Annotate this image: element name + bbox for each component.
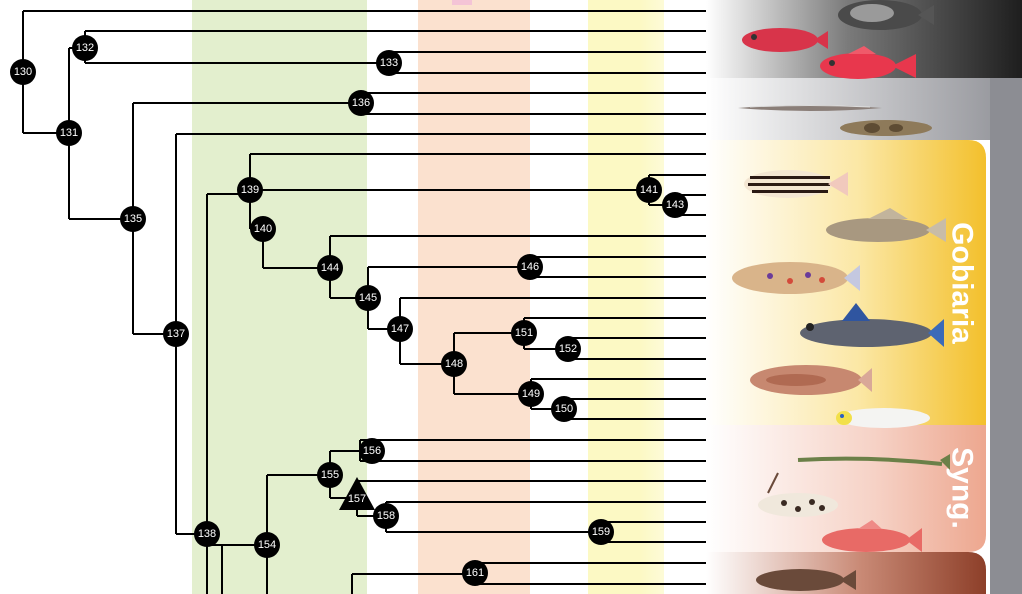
node-label-152: 152	[559, 343, 577, 355]
node-145	[355, 285, 381, 311]
node-159	[588, 519, 614, 545]
node-label-145: 145	[359, 292, 377, 304]
fish-red-squirrelfish-icon	[742, 28, 828, 52]
fish-mottled-icon	[840, 120, 932, 136]
node-152	[555, 336, 581, 362]
fish-dark-deepsea-icon	[838, 0, 934, 30]
panel-brown	[706, 552, 986, 594]
node-138	[194, 521, 220, 547]
fish-red-soldierfish-icon	[820, 46, 916, 79]
node-label-141: 141	[640, 184, 658, 196]
node-148	[441, 351, 467, 377]
node-label-157: 157	[348, 493, 366, 505]
node-146	[517, 254, 543, 280]
node-label-139: 139	[241, 184, 259, 196]
node-157-triangle	[339, 477, 375, 510]
node-label-147: 147	[391, 323, 409, 335]
node-149	[518, 381, 544, 407]
node-150	[551, 396, 577, 422]
node-143	[662, 192, 688, 218]
fish-eel-icon	[738, 105, 882, 111]
clade-panels: Gobiaria Syng.	[706, 0, 1022, 594]
node-140	[250, 216, 276, 242]
node-label-161: 161	[466, 567, 484, 579]
tree-nodes: 130 131 132 133 135 136 137 138 139 140 …	[10, 35, 688, 586]
node-label-156: 156	[363, 445, 381, 457]
node-label-144: 144	[321, 262, 339, 274]
fish-mudskipper-icon	[800, 303, 944, 347]
node-141	[636, 177, 662, 203]
node-label-131: 131	[60, 127, 78, 139]
fish-illustrations	[732, 0, 950, 591]
node-156	[359, 438, 385, 464]
node-label-137: 137	[167, 328, 185, 340]
node-136	[348, 90, 374, 116]
node-label-146: 146	[521, 261, 539, 273]
fish-goby-brown-icon	[826, 208, 946, 242]
fish-goby-spotted-icon	[732, 262, 860, 294]
fish-white-goby-icon	[836, 408, 930, 428]
band-pink-tick	[452, 0, 472, 5]
node-label-135: 135	[124, 213, 142, 225]
group-label-syngnatharia: Syng.	[946, 447, 979, 529]
fish-goby-red-icon	[750, 365, 872, 395]
node-158	[373, 503, 399, 529]
node-155	[317, 462, 343, 488]
fish-red-goatfish-icon	[822, 520, 922, 552]
node-label-133: 133	[380, 57, 398, 69]
node-161	[462, 560, 488, 586]
fish-striped-cardinalfish-icon	[744, 170, 848, 198]
node-144	[317, 255, 343, 281]
node-137	[163, 321, 189, 347]
node-130	[10, 59, 36, 85]
node-label-132: 132	[76, 42, 94, 54]
node-135	[120, 206, 146, 232]
fish-pipefish-icon	[797, 454, 950, 470]
panel-gobiaria	[706, 140, 986, 425]
node-154	[254, 532, 280, 558]
node-131	[56, 120, 82, 146]
fish-dragonet-icon	[758, 472, 838, 517]
node-label-138: 138	[198, 528, 216, 540]
node-139	[237, 177, 263, 203]
node-label-158: 158	[377, 510, 395, 522]
node-label-136: 136	[352, 97, 370, 109]
node-label-143: 143	[666, 199, 684, 211]
node-147	[387, 316, 413, 342]
node-151	[511, 320, 537, 346]
node-label-149: 149	[522, 388, 540, 400]
fish-brown-icon	[756, 569, 856, 591]
node-label-154: 154	[258, 539, 276, 551]
node-label-151: 151	[515, 327, 533, 339]
group-label-gobiaria: Gobiaria	[946, 222, 979, 344]
node-label-155: 155	[321, 469, 339, 481]
node-label-159: 159	[592, 526, 610, 538]
node-label-148: 148	[445, 358, 463, 370]
node-133	[376, 50, 402, 76]
node-label-130: 130	[14, 66, 32, 78]
node-label-140: 140	[254, 223, 272, 235]
panel-grey-strip	[990, 78, 1022, 594]
node-132	[72, 35, 98, 61]
node-label-150: 150	[555, 403, 573, 415]
panel-syngnatharia	[706, 425, 986, 552]
